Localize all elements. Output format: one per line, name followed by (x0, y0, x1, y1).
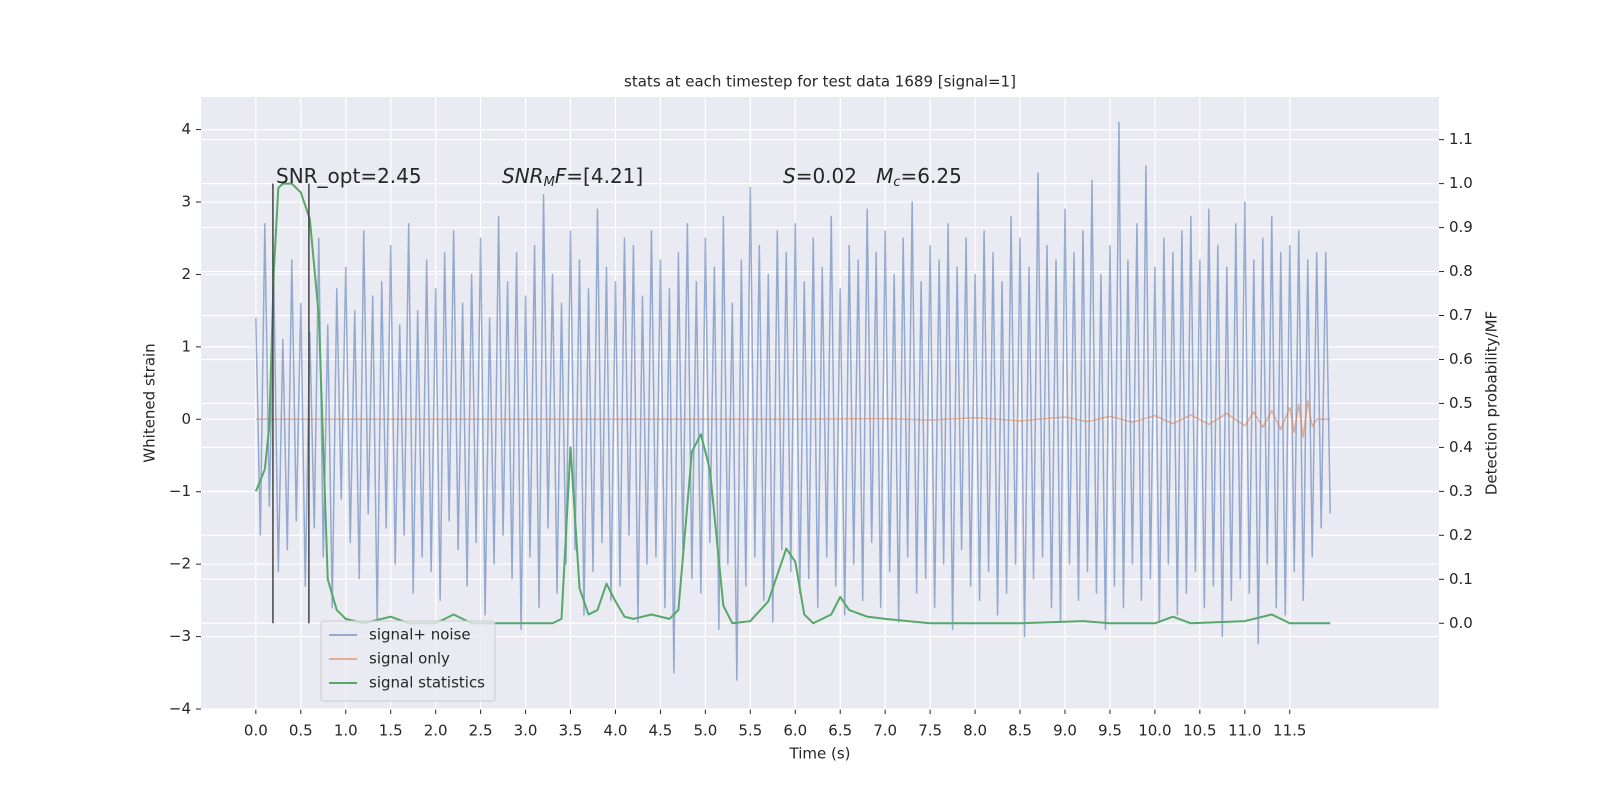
x-tick-label: 11.0 (1228, 722, 1261, 740)
y2-tick-label: 0.1 (1449, 570, 1473, 588)
x-tick-label: 1.0 (334, 722, 358, 740)
y2-axis-label: Detection probability/MF (1483, 311, 1501, 495)
y2-tick-label: 1.1 (1449, 130, 1473, 148)
x-tick-label: 5.5 (738, 722, 762, 740)
x-tick-label: 9.0 (1053, 722, 1077, 740)
y2-tick-label: 0.3 (1449, 482, 1473, 500)
y2-tick-label: 0.0 (1449, 614, 1473, 632)
x-tick-label: 0.5 (289, 722, 313, 740)
y-tick-label: 3 (181, 193, 191, 211)
legend-label: signal only (369, 650, 450, 668)
y-tick-label: −3 (169, 627, 191, 645)
y2-tick-label: 1.0 (1449, 174, 1473, 192)
x-tick-label: 4.0 (604, 722, 628, 740)
y2-tick-label: 0.5 (1449, 394, 1473, 412)
annotation-part: c (893, 175, 900, 190)
annotation-part: SNR_opt=2.45 (276, 164, 422, 188)
x-tick-label: 4.5 (648, 722, 672, 740)
annotation: SNRMF=[4.21] (502, 164, 643, 190)
annotation-part: S (783, 164, 796, 188)
x-tick-label: 3.5 (559, 722, 583, 740)
x-tick-label: 7.0 (873, 722, 897, 740)
y-tick-label: −2 (169, 555, 191, 573)
x-tick-label: 7.5 (918, 722, 942, 740)
x-tick-label: 2.0 (424, 722, 448, 740)
annotation-part: =6.25 (901, 164, 962, 188)
legend-box (320, 620, 496, 702)
series-line (255, 399, 1331, 439)
y2-tick-label: 0.8 (1449, 262, 1473, 280)
annotation: S=0.02 Mc=6.25 (783, 164, 962, 190)
series-line (255, 121, 1331, 681)
y-tick-label: 4 (181, 120, 191, 138)
legend-label: signal statistics (369, 674, 485, 692)
x-tick-label: 10.5 (1183, 722, 1216, 740)
x-tick-label: 2.5 (469, 722, 493, 740)
x-tick-label: 1.5 (379, 722, 403, 740)
annotation-part: M (544, 175, 555, 190)
x-tick-label: 3.0 (514, 722, 538, 740)
x-tick-label: 8.5 (1008, 722, 1032, 740)
y-tick-label: 2 (181, 265, 191, 283)
x-tick-label: 5.0 (693, 722, 717, 740)
y-axis-label: Whitened strain (141, 343, 159, 462)
annotation-part: =[4.21] (566, 164, 643, 188)
annotation-part: =0.02 (796, 164, 876, 188)
y-tick-label: −1 (169, 482, 191, 500)
series-line (254, 182, 1331, 625)
y-tick-label: 1 (181, 337, 191, 355)
x-tick-label: 6.0 (783, 722, 807, 740)
x-tick-label: 10.0 (1138, 722, 1171, 740)
x-axis-label: Time (s) (789, 745, 851, 763)
x-tick-label: 8.0 (963, 722, 987, 740)
y2-tick-label: 0.4 (1449, 438, 1473, 456)
chart-title: stats at each timestep for test data 168… (624, 73, 1016, 91)
legend-label: signal+ noise (369, 626, 471, 644)
x-tick-label: 0.0 (244, 722, 268, 740)
x-tick-label: 11.5 (1273, 722, 1306, 740)
y2-tick-label: 0.6 (1449, 350, 1473, 368)
annotation-part: F (555, 164, 567, 188)
y-tick-label: −4 (169, 700, 191, 718)
x-tick-label: 6.5 (828, 722, 852, 740)
annotation-part: M (876, 164, 893, 188)
annotation: SNR_opt=2.45 (276, 164, 422, 188)
annotation-part: SNR (502, 164, 544, 188)
x-tick-label: 9.5 (1098, 722, 1122, 740)
y2-tick-label: 0.9 (1449, 218, 1473, 236)
y2-tick-label: 0.7 (1449, 306, 1473, 324)
y2-tick-label: 0.2 (1449, 526, 1473, 544)
y-tick-label: 0 (181, 410, 191, 428)
